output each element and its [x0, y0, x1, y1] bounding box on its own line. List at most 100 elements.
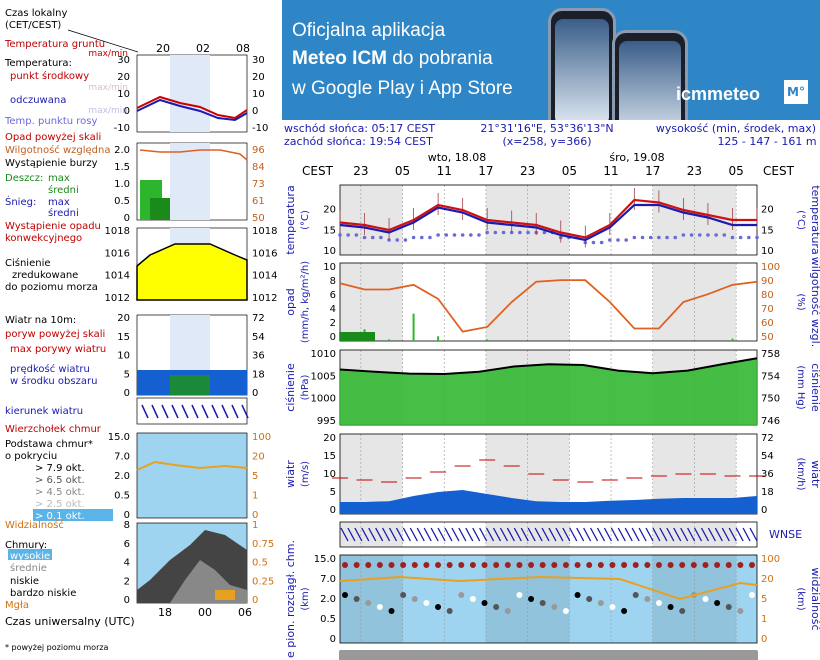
y-tick: 60 — [761, 318, 774, 329]
legend-pressure-3: do poziomu morza — [5, 282, 98, 293]
y-tick: 0 — [330, 505, 336, 516]
day-2-label: śro, 19.08 — [609, 151, 664, 164]
dew-point — [379, 235, 383, 240]
wind-direction-arrow — [375, 527, 384, 542]
panel-frame — [339, 554, 758, 644]
legend-soil-temp-sub: max/min — [88, 49, 128, 59]
legend-tick: 96 — [252, 145, 265, 156]
y-axis-label-right: wilgotność wzgl. — [809, 257, 820, 347]
legend-tick: 1.5 — [114, 162, 130, 173]
dew-point — [714, 233, 718, 237]
legend-tick: 0.25 — [252, 576, 274, 587]
y-axis-label-right: ciśnienie — [809, 363, 820, 412]
legend-tick: 10 — [252, 89, 265, 100]
cloud-base-dot — [411, 596, 418, 602]
cloud-base-dot — [702, 596, 709, 602]
legend-tick: 84 — [252, 162, 265, 173]
cloud-top-dot — [644, 562, 651, 568]
wind-direction-arrow — [693, 527, 703, 542]
precip-bar — [388, 339, 391, 341]
dew-point — [681, 233, 686, 237]
cloud-top-dot — [423, 562, 430, 568]
y-tick: 15 — [761, 225, 774, 236]
dew-point — [354, 233, 359, 237]
cloud-base-dot — [458, 592, 465, 598]
legend-utc: Czas uniwersalny (UTC) — [5, 615, 135, 628]
wind-direction-arrow — [499, 527, 509, 542]
legend-tick: 0 — [124, 106, 130, 117]
cloud-top-dot — [749, 562, 755, 568]
legend-gust-max: max porywy wiatru — [10, 344, 106, 355]
y-tick: 8 — [330, 276, 336, 287]
legend-tick: 1 — [252, 520, 258, 531]
dew-point — [477, 233, 481, 237]
dew-point — [518, 230, 522, 235]
legend-soil-temp: Temperatura gruntu — [4, 39, 105, 50]
humidity-line — [339, 279, 758, 333]
wind-direction-arrow — [513, 527, 522, 542]
cloud-base-dot — [737, 608, 744, 614]
dew-point — [444, 233, 449, 237]
legend-tick: 8 — [124, 520, 130, 531]
hour-label: 05 — [395, 164, 410, 178]
cloud-top-dot — [504, 562, 511, 568]
y-tick: 15 — [323, 225, 336, 236]
elevation-label: wysokość (min, środek, max) — [656, 122, 816, 135]
cloud-top-dot — [342, 562, 348, 568]
panel-cloud: e pion. rozciągł. chm. (km) widzialność(km… — [284, 540, 820, 658]
dew-point — [469, 233, 473, 237]
wind-direction-arrow — [472, 527, 481, 542]
y-tick: 0 — [330, 332, 336, 343]
legend-wind-speed: prędkość wiatru — [10, 363, 90, 375]
panel-temp: temperatura (°C) temperatura(°C)2015102015… — [284, 184, 820, 257]
wind-direction-arrow — [638, 527, 647, 542]
dew-point — [436, 233, 440, 237]
precip-bar — [486, 339, 489, 341]
y-tick: 0 — [761, 634, 767, 645]
legend-tick: 20 — [252, 452, 265, 463]
legend-snow-avg: średni — [48, 207, 79, 219]
cloud-top-dot — [551, 562, 558, 568]
cloud-base-dot — [586, 596, 593, 602]
dew-point — [591, 240, 596, 245]
y-tick: 80 — [761, 290, 774, 301]
cloud-base-dot — [714, 600, 721, 606]
wind-direction-arrow — [624, 527, 633, 542]
legend-tick: 1016 — [105, 248, 130, 259]
hour-label: 11 — [603, 164, 618, 178]
legend-wind10: Wiatr na 10m: — [5, 315, 76, 326]
legend-tick: 0 — [124, 213, 130, 224]
app-banner[interactable]: Oficjalna aplikacja Meteo ICM do pobrani… — [282, 0, 820, 120]
dew-point — [428, 235, 432, 240]
legend-tick: 6 — [124, 539, 130, 550]
day-1-label: wto, 18.08 — [428, 151, 487, 164]
legend-precip-occ: Wystąpienie opadu — [5, 221, 101, 232]
dew-point — [730, 235, 735, 240]
cloud-top-dot — [737, 562, 744, 568]
cloud-base-dot — [342, 592, 348, 598]
dew-point — [403, 238, 408, 242]
legend-wind-arrow — [151, 404, 159, 419]
phone-mockup-2 — [612, 30, 688, 120]
y-axis-unit-right: (km) — [795, 587, 806, 610]
wind-direction-arrow — [645, 527, 654, 542]
y-tick: 10 — [323, 469, 336, 480]
dew-point — [697, 233, 702, 237]
legend-okt-4: > 2.5 okt. — [35, 499, 85, 510]
legend-tick: 0 — [252, 595, 258, 606]
cloud-base-dot — [655, 600, 662, 606]
legend-tick: 15.0 — [108, 432, 130, 443]
wind-direction-arrow — [486, 527, 495, 542]
legend-fog: Mgła — [5, 600, 29, 611]
panel-extra — [339, 650, 758, 660]
panel-frame — [339, 262, 758, 342]
cloud-base-dot — [504, 608, 511, 614]
legend-clouds-mid: średnie — [10, 562, 47, 574]
legend-tick: 100 — [252, 432, 271, 443]
legend-temp-section: Temperatura gruntu max/min Temperatura: … — [4, 39, 268, 134]
legend-pressure-2: zredukowane — [12, 270, 78, 281]
cloud-base-dot — [435, 604, 442, 610]
legend-footnote: * powyżej poziomu morza — [5, 643, 109, 652]
cloud-base-dot — [539, 600, 546, 606]
